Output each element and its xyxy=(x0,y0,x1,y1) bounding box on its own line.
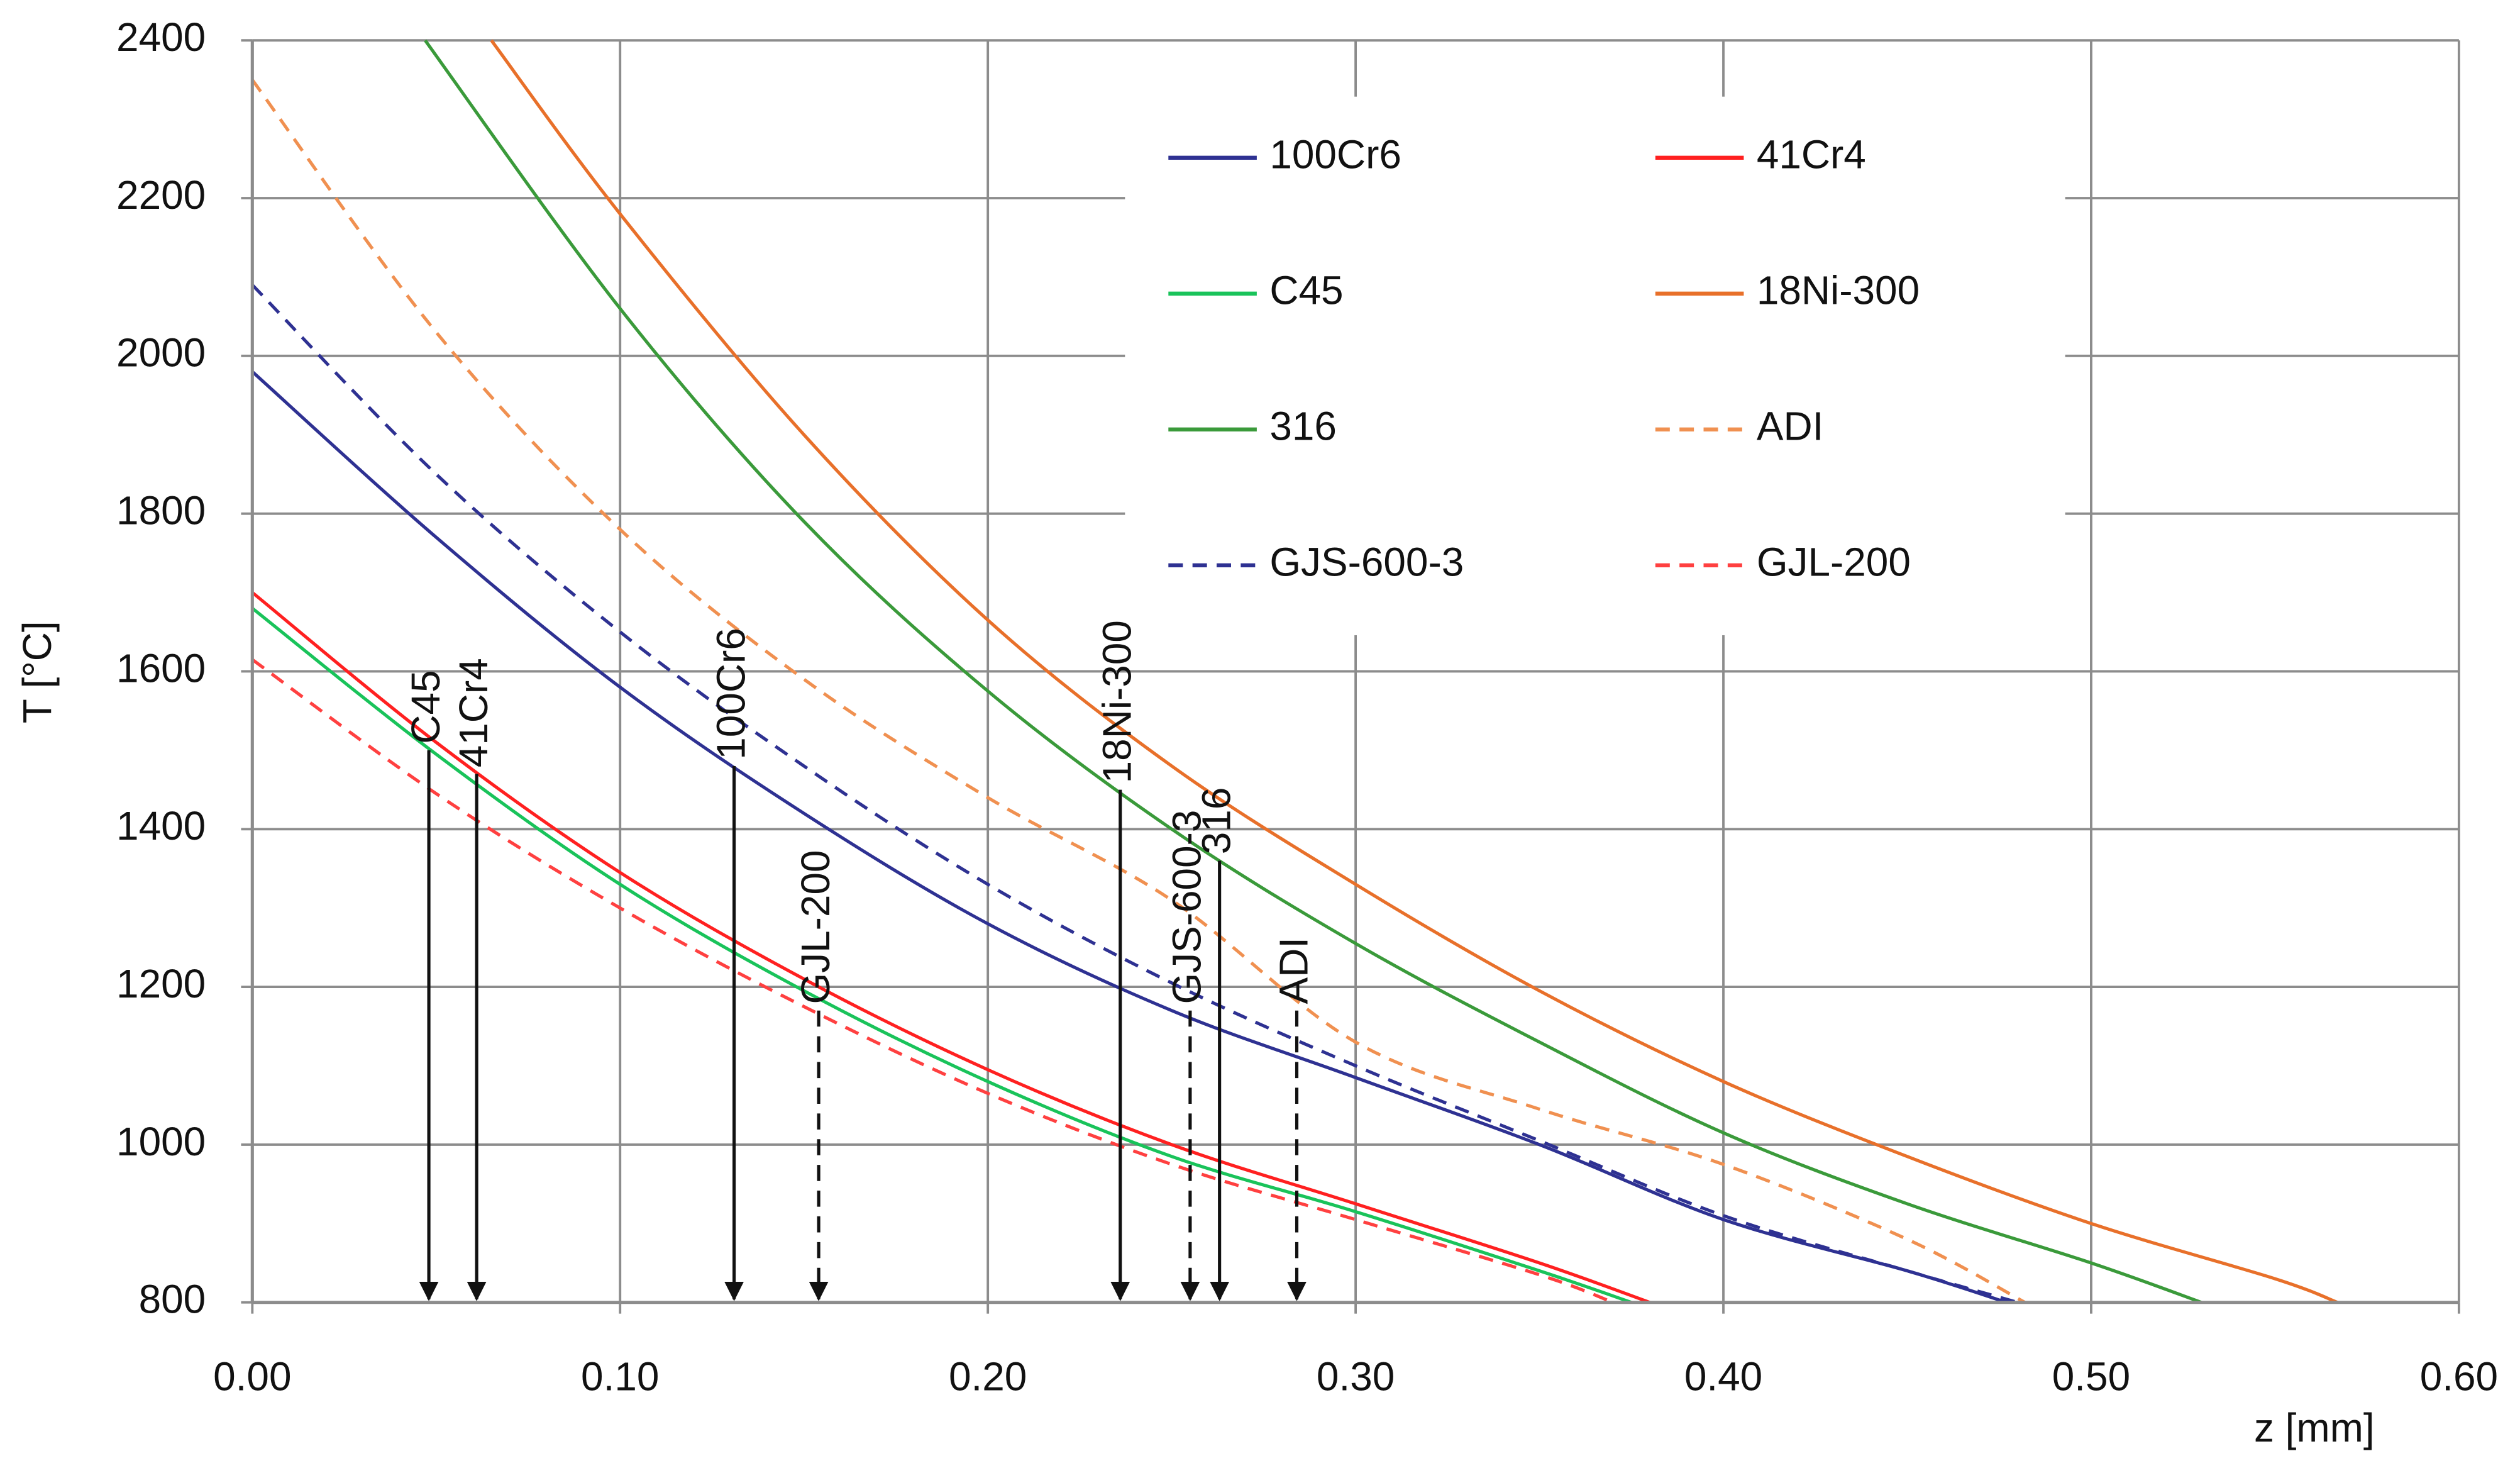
series-line xyxy=(424,39,2202,1304)
legend-label: C45 xyxy=(1269,268,1343,313)
annotation-label: 41Cr4 xyxy=(451,658,496,767)
x-axis-label: z [mm] xyxy=(2254,1405,2375,1450)
x-tick-label: 0.30 xyxy=(1317,1353,1395,1399)
annotation-label: 316 xyxy=(1194,787,1239,855)
y-tick-label: 2200 xyxy=(116,172,206,218)
legend: 100Cr6 41Cr4 C45 18Ni-300 316 ADI GJS-600-3 GJL… xyxy=(1168,132,1920,585)
legend-label: GJS-600-3 xyxy=(1269,540,1464,585)
series-line xyxy=(251,284,2018,1304)
legend-box xyxy=(1125,96,2065,635)
annotation-label: C45 xyxy=(403,670,448,743)
x-tick-label: 0.00 xyxy=(213,1353,291,1399)
x-tick-label: 0.60 xyxy=(2420,1353,2498,1399)
x-tick-label: 0.50 xyxy=(2052,1353,2130,1399)
annotations: C45 41Cr4 100Cr6 GJL-200 18Ni-300 GJS-600-331… xyxy=(403,620,1316,1301)
x-tick-label: 0.20 xyxy=(949,1353,1027,1399)
series-line xyxy=(251,658,1614,1304)
series-line xyxy=(251,607,1632,1304)
y-tick-label: 1400 xyxy=(116,803,206,848)
annotation-label: GJS-600-3 xyxy=(1164,810,1210,1004)
legend-label: 41Cr4 xyxy=(1757,132,1866,177)
axes: 800 1000 1200 1400 1600 1800 2000 2200 2400 0.00 0… xyxy=(116,14,2498,1399)
y-tick-label: 1200 xyxy=(116,961,206,1006)
legend-label: 100Cr6 xyxy=(1269,132,1401,177)
series-line xyxy=(490,39,2338,1304)
legend-label: 18Ni-300 xyxy=(1757,268,1920,313)
y-tick-label: 1600 xyxy=(116,645,206,691)
y-tick-label: 1800 xyxy=(116,488,206,533)
legend-label: ADI xyxy=(1757,404,1824,449)
annotation-label: 18Ni-300 xyxy=(1095,620,1140,783)
y-tick-label: 2000 xyxy=(116,330,206,375)
legend-label: GJL-200 xyxy=(1757,540,1911,585)
series-line xyxy=(251,370,2008,1304)
y-tick-label: 1000 xyxy=(116,1119,206,1164)
annotation-label: 100Cr6 xyxy=(708,628,753,760)
y-tick-label: 800 xyxy=(139,1277,206,1322)
legend-label: 316 xyxy=(1269,404,1337,449)
x-tick-label: 0.10 xyxy=(581,1353,659,1399)
x-tick-label: 0.40 xyxy=(1684,1353,1762,1399)
annotation-label: ADI xyxy=(1271,937,1316,1004)
annotation-label: GJL-200 xyxy=(793,850,838,1004)
series-line xyxy=(251,591,1650,1304)
y-tick-label: 2400 xyxy=(116,14,206,60)
plot-lines xyxy=(251,39,2338,1304)
series-line xyxy=(251,79,2026,1304)
y-axis-label: T [°C] xyxy=(14,621,60,723)
